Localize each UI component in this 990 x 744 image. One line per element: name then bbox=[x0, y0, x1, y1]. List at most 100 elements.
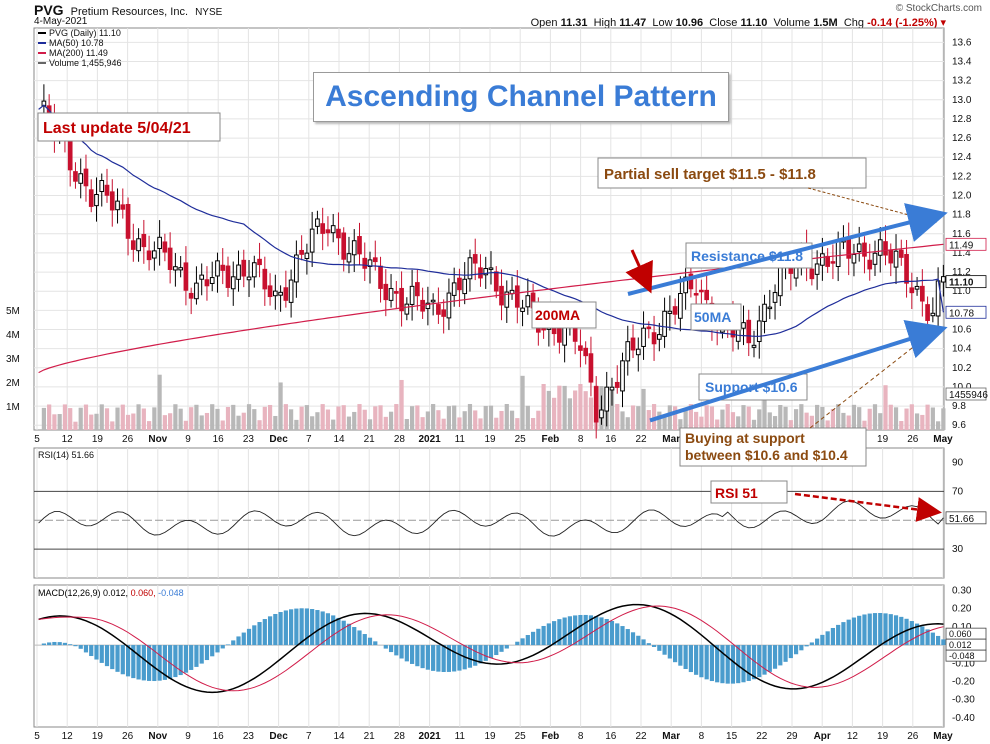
macd-line bbox=[38, 603, 944, 694]
macd-histogram-bar bbox=[799, 645, 804, 651]
volume-bar bbox=[246, 404, 252, 430]
partial-sell-label: Partial sell target $11.5 - $11.8 bbox=[604, 166, 816, 183]
candle-body bbox=[851, 254, 857, 264]
volume-bar bbox=[736, 416, 741, 430]
volume-bar bbox=[157, 374, 162, 430]
candle-body bbox=[141, 233, 147, 248]
x-tick-label: 28 bbox=[394, 731, 406, 742]
volume-bar bbox=[462, 411, 467, 430]
moving-averages bbox=[38, 104, 944, 374]
x-tick-label: Mar bbox=[662, 731, 680, 742]
macd-tag-label: -0.048 bbox=[949, 651, 975, 661]
candle-body bbox=[888, 249, 894, 264]
rsi-arrow bbox=[794, 492, 942, 522]
buying-label-2: between $10.6 and $10.4 bbox=[685, 447, 848, 463]
macd-histogram-bar bbox=[246, 628, 252, 646]
candle-body bbox=[635, 348, 641, 356]
volume-bar bbox=[525, 405, 530, 430]
price-tag-label: 1455946 bbox=[949, 390, 988, 401]
candle-body bbox=[336, 228, 341, 239]
volume-bar bbox=[683, 409, 688, 430]
candle-body bbox=[462, 278, 468, 295]
x-tick-label: 5 bbox=[34, 731, 40, 742]
candle-body bbox=[641, 327, 646, 347]
volume-bar bbox=[899, 421, 904, 430]
candle-body bbox=[672, 306, 678, 315]
x-tick-label: 19 bbox=[484, 731, 496, 742]
x-tick-label: 16 bbox=[605, 434, 617, 445]
y-tick-label: 13.2 bbox=[952, 76, 972, 87]
macd-histogram-bar bbox=[394, 645, 399, 656]
volume-bar bbox=[194, 404, 199, 430]
macd-histogram-bar bbox=[425, 645, 430, 670]
volume-bar bbox=[110, 421, 115, 430]
volume-bar bbox=[541, 384, 546, 430]
volume-bar bbox=[189, 407, 194, 430]
macd-histogram-bar bbox=[720, 645, 725, 684]
volume-bar bbox=[909, 404, 914, 430]
candle-body bbox=[751, 344, 757, 348]
volume-bar bbox=[704, 405, 709, 430]
macd-histogram-bar bbox=[162, 645, 167, 680]
volume-bar bbox=[809, 415, 814, 430]
y-tick-label: 10.4 bbox=[952, 344, 972, 355]
macd-histogram-bar bbox=[73, 645, 78, 647]
macd-panel-frame bbox=[33, 584, 945, 728]
candle-body bbox=[246, 276, 252, 281]
candle-body bbox=[756, 320, 762, 342]
macd-histogram-bar bbox=[473, 645, 478, 666]
macd-histogram-bar bbox=[41, 643, 46, 646]
x-tick-label: 16 bbox=[605, 731, 617, 742]
volume-bar bbox=[367, 419, 373, 430]
candle-body bbox=[204, 279, 210, 287]
macd-histogram-bar bbox=[262, 619, 267, 646]
candle-body bbox=[520, 307, 525, 312]
macd-histogram-bar bbox=[525, 635, 530, 646]
candle-body bbox=[94, 194, 99, 207]
macd-histogram-bar bbox=[683, 645, 688, 670]
macd-histogram-bar bbox=[846, 619, 851, 646]
macd-tick-label: 0.10 bbox=[952, 622, 972, 633]
macd-histogram-bar bbox=[399, 645, 404, 659]
macd-histogram-bar bbox=[352, 627, 357, 646]
macd-histogram-bar bbox=[409, 645, 415, 664]
volume-bar bbox=[115, 407, 120, 430]
macd-histogram-bar bbox=[120, 645, 125, 675]
candle-body bbox=[104, 184, 110, 196]
macd-histogram-bar bbox=[204, 645, 210, 661]
candle-body bbox=[278, 291, 283, 296]
candle-body bbox=[872, 252, 878, 265]
candle-body bbox=[678, 293, 683, 319]
y-tick-label: 12.0 bbox=[952, 191, 972, 202]
volume-bar bbox=[920, 414, 925, 430]
candle-body bbox=[388, 288, 394, 301]
macd-histogram-bar bbox=[236, 636, 241, 646]
macd-histogram-bar bbox=[609, 621, 615, 646]
macd-histogram-bar bbox=[215, 645, 220, 653]
macd-histogram-bar bbox=[820, 634, 825, 646]
volume-bar bbox=[941, 408, 946, 430]
volume-bar bbox=[904, 408, 909, 430]
volume-bar bbox=[41, 407, 46, 430]
price-tag-box bbox=[945, 387, 987, 401]
x-tick-label: Feb bbox=[542, 434, 560, 445]
volume-bar bbox=[415, 405, 420, 430]
x-tick-label: 7 bbox=[306, 731, 312, 742]
volume-bar bbox=[378, 405, 383, 430]
candle-body bbox=[830, 261, 836, 264]
x-tick-label: 22 bbox=[756, 731, 768, 742]
macd-histogram-bar bbox=[467, 645, 473, 668]
candle-body bbox=[746, 319, 752, 344]
volume-bar bbox=[231, 404, 236, 430]
volume-bar bbox=[609, 390, 615, 430]
volume-bar bbox=[725, 404, 730, 430]
volume-bar bbox=[846, 415, 851, 430]
candle-body bbox=[315, 218, 320, 227]
volume-bar bbox=[425, 411, 430, 430]
volume-bar bbox=[630, 405, 636, 430]
macd-histogram-bar bbox=[793, 645, 799, 655]
macd-histogram-bar bbox=[289, 609, 294, 646]
macd-histogram-bar bbox=[941, 639, 946, 646]
candle-body bbox=[625, 341, 631, 362]
macd-histogram-bar bbox=[651, 645, 657, 647]
